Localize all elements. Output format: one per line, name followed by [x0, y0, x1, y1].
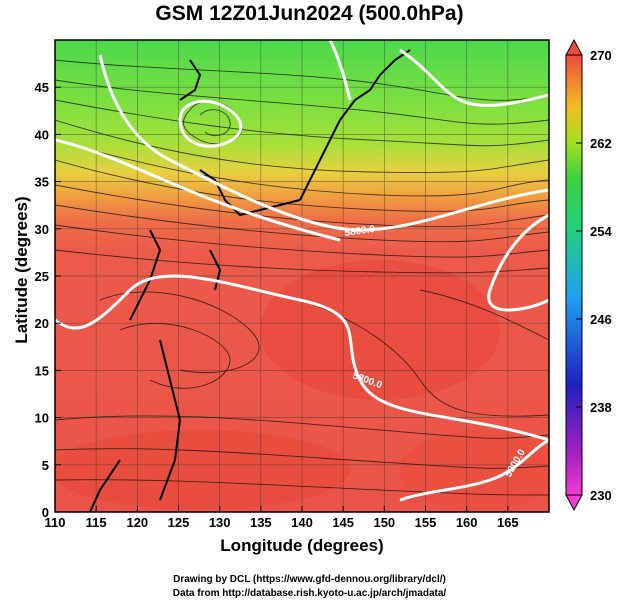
streamlines — [55, 59, 549, 496]
y-axis-label: Latitude (degrees) — [12, 196, 31, 344]
credit-data: Data from http://database.rish.kyoto-u.a… — [172, 588, 447, 599]
contours — [55, 40, 549, 502]
x-tick-label: 150 — [373, 515, 395, 530]
coastlines — [89, 49, 411, 512]
x-tick-label: 130 — [209, 515, 231, 530]
y-tick-label: 20 — [35, 316, 49, 331]
y-tick-label: 15 — [35, 363, 49, 378]
x-tick-label: 110 — [45, 515, 66, 530]
y-tick-label: 5 — [42, 458, 49, 473]
colorbar-tick-label: 254 — [590, 224, 612, 239]
colorbar-tick-label: 230 — [590, 488, 612, 503]
map-plot: 5800.0 5800.0 5900.0 — [55, 40, 549, 512]
y-tick-label: 0 — [42, 505, 49, 520]
x-tick-label: 160 — [456, 515, 478, 530]
x-tick-label: 155 — [415, 515, 437, 530]
x-tick-label: 140 — [291, 515, 313, 530]
colorbar-tick-label: 270 — [590, 48, 612, 63]
chart-title: GSM 12Z01Jun2024 (500.0hPa) — [155, 2, 464, 25]
x-tick-label: 145 — [332, 515, 354, 530]
colorbar-tick-label: 262 — [590, 136, 612, 151]
colorbar: 270 262 254 246 238 230 — [565, 38, 612, 512]
y-tick-label: 25 — [35, 269, 49, 284]
warm-patch — [400, 430, 549, 510]
credit-drawing: Drawing by DCL (https://www.gfd-dennou.o… — [173, 574, 446, 585]
x-tick-label: 120 — [126, 515, 148, 530]
y-tick-label: 10 — [35, 411, 49, 426]
colorbar-gradient — [565, 54, 583, 496]
y-tick-label: 30 — [35, 222, 49, 237]
colorbar-ticks: 270 262 254 246 238 230 — [576, 48, 612, 503]
colorbar-top-arrow — [565, 38, 583, 56]
y-tick-label: 35 — [35, 175, 49, 190]
y-axis: 0 5 10 15 20 25 30 35 40 45 — [35, 80, 61, 520]
x-tick-label: 125 — [168, 515, 190, 530]
y-tick-label: 45 — [35, 80, 49, 95]
contour-label: 5800.0 — [344, 224, 376, 239]
colorbar-tick-label: 238 — [590, 400, 612, 415]
x-tick-label: 115 — [86, 515, 107, 530]
warm-patch — [55, 430, 350, 510]
x-tick-label: 135 — [250, 515, 272, 530]
x-axis-label: Longitude (degrees) — [220, 536, 384, 555]
x-axis: 110 115 120 125 130 135 140 145 150 155 160 165 — [45, 506, 519, 530]
colorbar-tick-label: 246 — [590, 312, 612, 327]
colorbar-bottom-arrow — [565, 494, 583, 512]
x-tick-label: 165 — [497, 515, 519, 530]
y-tick-label: 40 — [35, 127, 49, 142]
